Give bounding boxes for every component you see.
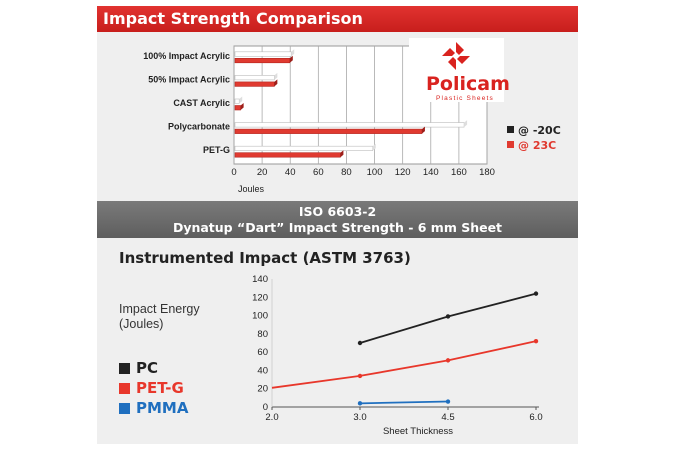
data-point-pmma xyxy=(357,401,363,406)
bar-category-label: CAST Acrylic xyxy=(173,98,230,108)
legend-item-petg: PET-G xyxy=(119,378,188,398)
bar-x-tick-label: 40 xyxy=(285,167,296,178)
legend-label: @ 23C xyxy=(518,139,557,152)
chart-panel: Impact Strength Comparison 100% Impact A… xyxy=(97,6,578,444)
bar-23 xyxy=(234,57,291,64)
band-line-2: Dynatup “Dart” Impact Strength - 6 mm Sh… xyxy=(172,220,503,235)
line-legend: PC PET-G PMMA xyxy=(119,358,188,418)
bar-x-tick-label: 120 xyxy=(395,167,411,178)
legend-label: PET-G xyxy=(136,379,184,397)
data-point-pc xyxy=(357,340,363,346)
bar-end-cap xyxy=(240,103,244,110)
line-x-tick-label: 6.0 xyxy=(529,412,542,423)
line-y-axis-label: Impact Energy (Joules) xyxy=(119,302,200,331)
bar-category-label: Polycarbonate xyxy=(168,122,230,132)
legend-swatch xyxy=(507,126,514,133)
legend-item-pc: PC xyxy=(119,358,188,378)
bar-end-cap xyxy=(274,72,278,80)
data-point-pc xyxy=(533,291,539,296)
legend-label: PMMA xyxy=(136,399,189,417)
page-title: Impact Strength Comparison xyxy=(103,9,363,28)
line-y-tick-label: 0 xyxy=(263,402,268,413)
logo-subtitle: Plastic Sheets xyxy=(436,95,494,102)
line-x-tick-label: 2.0 xyxy=(265,412,278,423)
bar-end-cap xyxy=(421,126,425,134)
legend-swatch xyxy=(119,363,130,374)
bar-x-tick-label: 80 xyxy=(341,167,352,178)
legend-swatch xyxy=(507,141,514,148)
logo: Policam Plastic Sheets xyxy=(409,38,510,102)
line-x-tick-label: 3.0 xyxy=(353,412,366,423)
line-y-tick-label: 140 xyxy=(252,274,268,285)
bar-end-cap xyxy=(239,96,243,104)
bar-category-label: 50% Impact Acrylic xyxy=(148,74,230,84)
line-chart-title: Instrumented Impact (ASTM 3763) xyxy=(119,249,411,267)
logo-mark-icon xyxy=(442,42,470,70)
series-line-pmma xyxy=(359,400,449,405)
bar-end-cap xyxy=(372,143,376,151)
bar-end-cap xyxy=(464,120,468,128)
bar-x-tick-label: 20 xyxy=(257,167,268,178)
line-x-tick-label: 4.5 xyxy=(441,412,454,423)
legend-swatch xyxy=(119,403,130,414)
legend-label: PC xyxy=(136,359,159,377)
bar-x-tick-label: 140 xyxy=(423,167,439,178)
bar-x-tick-label: 60 xyxy=(313,167,324,178)
test-method-band: ISO 6603-2 Dynatup “Dart” Impact Strengt… xyxy=(97,201,578,238)
data-point-petg xyxy=(357,373,363,379)
data-point-pmma xyxy=(445,399,451,404)
line-chart: 0 20 40 60 80 100 120 140 2.0 3.0 4.5 6.0 Sheet Thi… xyxy=(252,274,542,437)
bar-legend: @ -20C @ 23C xyxy=(507,123,561,153)
series-line-petg xyxy=(271,340,537,389)
line-y-tick-label: 80 xyxy=(257,329,268,340)
bar-end-cap xyxy=(274,79,278,87)
bar-category-label: PET-G xyxy=(203,145,230,155)
line-y-tick-label: 20 xyxy=(257,384,268,395)
bar-category-label: 100% Impact Acrylic xyxy=(143,51,230,61)
bar-x-tick-label: 160 xyxy=(451,167,467,178)
line-y-tick-label: 100 xyxy=(252,311,268,322)
bar-x-tick-label: 180 xyxy=(479,167,495,178)
legend-item-23: @ 23C xyxy=(507,138,561,153)
bar-end-cap xyxy=(289,55,293,63)
line-y-tick-label: 120 xyxy=(252,292,268,303)
bar-x-axis-label: Joules xyxy=(238,184,265,194)
line-y-tick-label: 60 xyxy=(257,347,268,358)
data-point-petg xyxy=(445,358,451,363)
header-banner: Impact Strength Comparison xyxy=(97,6,578,32)
logo-name: Policam xyxy=(426,73,510,95)
line-x-axis-label: Sheet Thickness xyxy=(383,426,453,437)
data-point-petg xyxy=(533,338,539,344)
bar-chart: 100% Impact Acrylic 50% Impact Acrylic CAS… xyxy=(143,45,495,194)
data-point-pc xyxy=(445,314,451,319)
bar-x-tick-label: 0 xyxy=(231,167,236,178)
line-y-tick-label: 40 xyxy=(257,365,268,376)
band-line-1: ISO 6603-2 xyxy=(298,204,377,219)
legend-label: @ -20C xyxy=(518,124,561,137)
legend-item-minus20: @ -20C xyxy=(507,123,561,138)
legend-item-pmma: PMMA xyxy=(119,398,188,418)
bar-x-tick-label: 100 xyxy=(367,167,383,178)
bar-23 xyxy=(234,152,341,158)
bar-end-cap xyxy=(340,150,344,158)
legend-swatch xyxy=(119,383,130,394)
bar-end-cap xyxy=(291,49,295,57)
